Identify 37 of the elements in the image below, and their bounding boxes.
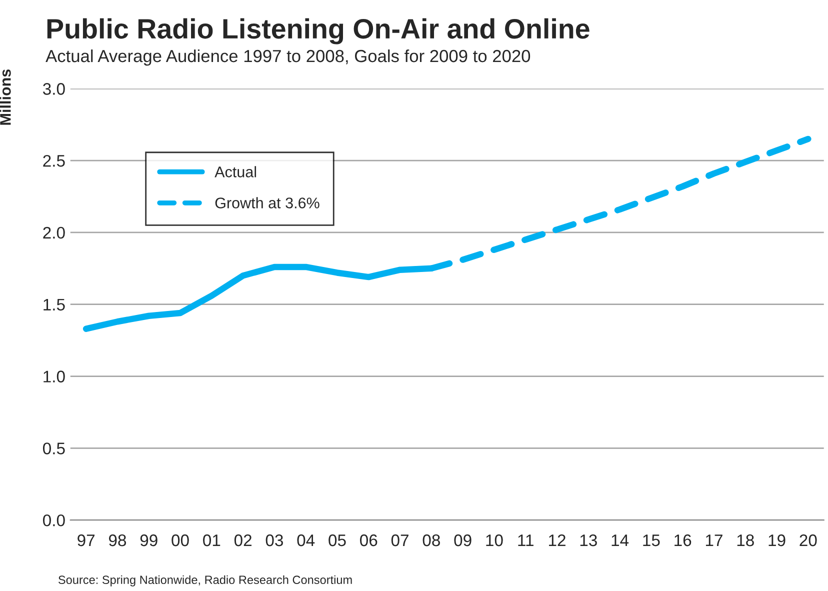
y-tick-label: 1.0 [44,370,65,382]
y-tick-label: 3.0 [42,83,65,95]
legend-label: Actual [214,166,256,178]
y-tick-label: 0.0 [43,514,65,526]
x-tick-label: 05 [328,534,346,546]
x-tick-label: 03 [266,534,283,546]
x-tick-label: 13 [580,534,597,546]
source-note: Source: Spring Nationwide, Radio Research Consortium [58,575,352,586]
x-tick-label: 20 [800,534,817,546]
x-tick-label: 16 [674,534,692,546]
chart-title: Public Radio Listening On-Air and Online [47,18,590,44]
x-tick-label: 08 [422,534,440,546]
x-tick-label: 09 [454,534,472,546]
y-tick-label: 1.5 [44,298,65,311]
x-tick-label: 00 [172,534,189,546]
y-tick-label: 0.5 [43,442,65,454]
x-tick-label: 98 [108,534,126,546]
x-tick-label: 99 [140,534,158,546]
x-tick-label: 04 [297,534,315,546]
legend-label: Growth at 3.6% [215,197,320,208]
x-tick-label: 19 [768,534,786,546]
x-tick-label: 15 [643,534,660,546]
x-tick-label: 10 [486,534,503,546]
x-tick-label: 17 [706,534,722,546]
x-tick-label: 12 [549,534,566,546]
x-tick-label: 06 [360,534,378,546]
y-tick-label: 2.5 [43,154,65,167]
x-tick-label: 02 [234,534,252,546]
x-tick-label: 07 [391,534,408,546]
x-tick-label: 01 [203,534,220,546]
x-tick-label: 11 [518,534,534,546]
x-tick-label: 18 [737,534,754,546]
y-tick-label: 2.0 [43,226,65,239]
x-tick-label: 97 [78,534,95,546]
y-axis-title: Millions [0,69,11,125]
chart-subtitle: Actual Average Audience 1997 to 2008, Goals for 2009 to 2020 [46,49,530,66]
x-tick-label: 14 [612,534,629,546]
